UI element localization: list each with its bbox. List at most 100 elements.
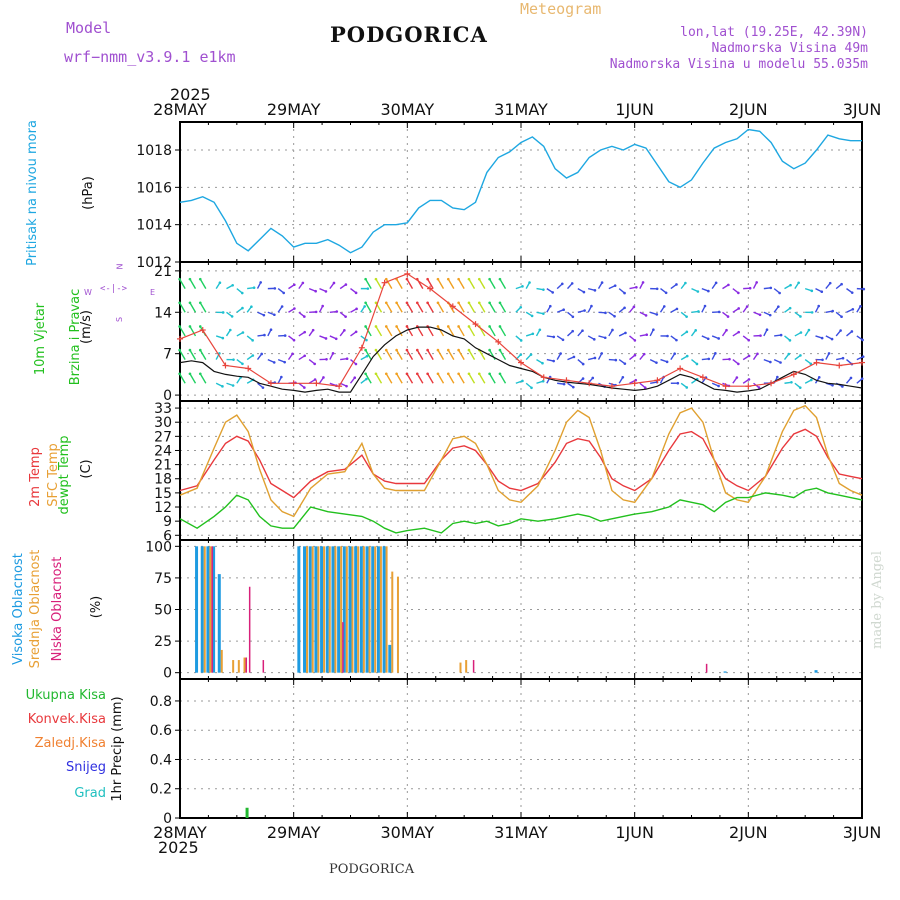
wind-vector-arrow xyxy=(406,302,414,313)
wind-vector-arrow xyxy=(447,326,455,337)
wind-vector-head xyxy=(293,307,296,310)
wind-vector-arrow xyxy=(478,373,486,384)
wind-vector-head xyxy=(655,313,659,316)
wind-vector-head xyxy=(777,305,780,308)
y-tick-label: 0 xyxy=(163,388,172,404)
wind-vector-arrow xyxy=(499,349,507,360)
cloud-high-bar xyxy=(195,546,199,673)
wind-vector-head xyxy=(581,362,585,366)
wind-vector-head xyxy=(561,338,565,342)
wind-vector-head xyxy=(405,277,409,281)
wind-vector-head xyxy=(541,379,545,383)
wind-vector-head xyxy=(436,277,440,281)
wind-vector-head xyxy=(695,362,699,366)
wind-vector-arrow xyxy=(437,326,445,337)
cloud-high-bar xyxy=(723,671,727,673)
wind-vector-head xyxy=(198,325,202,328)
wind-vector-arrow xyxy=(406,326,414,337)
wind-vector-head xyxy=(221,385,224,388)
wind-vector-head xyxy=(457,348,460,352)
wind-vector-head xyxy=(198,348,202,352)
wind-vector-head xyxy=(645,333,649,336)
wind-vector-head xyxy=(583,309,586,312)
wind-vector-head xyxy=(841,385,844,388)
wind-vector-head xyxy=(250,305,253,308)
y-tick-label: 0 xyxy=(163,666,172,682)
wind-vector-head xyxy=(354,330,358,334)
wind-vector-arrow xyxy=(365,302,372,313)
wind-vector-head xyxy=(807,328,811,332)
wind-vector-head xyxy=(269,328,273,331)
wind-vector-head xyxy=(632,305,636,309)
wind-vector-head xyxy=(364,372,367,376)
wind-vector-arrow xyxy=(179,326,186,337)
cloud-mid-bar xyxy=(351,546,354,673)
wind-vector-head xyxy=(231,283,234,287)
cloud-mid-bar xyxy=(368,546,371,673)
wind-vector-head xyxy=(769,286,773,290)
wind-vector-head xyxy=(344,315,347,318)
cloud-high-bar xyxy=(314,546,318,673)
wind-speed-line xyxy=(179,326,863,393)
cloud-mid-bar xyxy=(362,546,365,673)
cloud-low-bar xyxy=(472,660,475,673)
wind-vector-head xyxy=(562,382,566,386)
panel-frame-precip xyxy=(179,678,863,819)
wind-vector-head xyxy=(765,328,769,332)
wind-vector-head xyxy=(280,305,284,308)
wind-vector-head xyxy=(571,315,575,319)
wind-vector-head xyxy=(324,290,328,293)
wind-vector-head xyxy=(665,360,669,364)
wind-vector-head xyxy=(694,329,697,332)
wind-vector-head xyxy=(178,325,181,328)
wind-vector-head xyxy=(788,339,792,342)
wind-vector-arrow xyxy=(458,302,465,313)
wind-vector-arrow xyxy=(199,278,207,289)
wind-vector-arrow xyxy=(468,373,476,384)
precip-total-bar xyxy=(245,807,249,818)
wind-vector-head xyxy=(572,355,576,359)
wind-vector-arrow xyxy=(189,373,197,384)
wind-vector-head xyxy=(633,353,637,357)
cloud-low-bar xyxy=(262,660,265,673)
wind-vector-head xyxy=(675,283,678,286)
wind-vector-arrow xyxy=(385,373,393,384)
wind-vector-head xyxy=(457,325,460,328)
wind-vector-arrow xyxy=(396,302,403,313)
wind-vector-head xyxy=(188,372,192,376)
wind-vector-head xyxy=(673,352,676,356)
x-tick-label-top: 31MAY xyxy=(494,100,548,119)
wind-vector-head xyxy=(768,313,772,317)
wind-vector-head xyxy=(860,377,864,381)
wind-vector-head xyxy=(519,353,523,356)
wind-vector-head xyxy=(198,277,202,281)
temp-dewpt-line xyxy=(179,487,863,534)
wind-vector-head xyxy=(311,328,315,332)
wind-vector-head xyxy=(641,281,645,284)
wind-vector-head xyxy=(559,352,562,355)
cloud-high-bar xyxy=(206,546,210,673)
y-tick-label: 12 xyxy=(154,500,172,516)
wind-vector-arrow xyxy=(179,278,186,289)
wind-vector-arrow xyxy=(499,326,507,337)
cloud-high-bar xyxy=(212,546,216,673)
y-tick-label: 15 xyxy=(154,486,172,502)
wind-vector-head xyxy=(467,301,471,305)
wind-vector-head xyxy=(405,372,409,376)
wind-vector-arrow xyxy=(489,278,496,289)
wind-vector-arrow xyxy=(427,326,434,337)
wind-vector-head xyxy=(345,384,348,388)
cloud-mid-bar xyxy=(311,546,314,673)
cloud-mid-bar xyxy=(374,546,377,673)
x-tick-label-bottom: 3JUN xyxy=(843,823,882,842)
year-bottom: 2025 xyxy=(158,838,199,857)
wind-vector-head xyxy=(405,325,409,328)
wind-vector-head xyxy=(560,282,564,286)
wind-vector-head xyxy=(283,360,286,364)
wind-vector-head xyxy=(314,310,318,314)
wind-vector-arrow xyxy=(489,326,496,337)
wind-vector-head xyxy=(778,291,781,295)
cloud-mid-bar xyxy=(334,546,337,673)
cloud-high-bar xyxy=(359,546,363,673)
wind-vector-arrow xyxy=(427,302,434,313)
